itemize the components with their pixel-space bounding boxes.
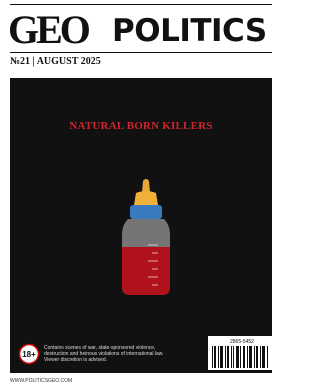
page: {"masthead": {"title_part1": "GEO", "tit… xyxy=(0,0,282,390)
barcode-number: 2865-5452 xyxy=(230,339,254,345)
website: WWW.POLITICSGEO.COM xyxy=(10,378,72,384)
content-warning: Contains scenes of war, state-sponsored … xyxy=(44,345,170,363)
headline: NATURAL BORN KILLERS xyxy=(10,120,272,132)
masthead-geo: GEO xyxy=(8,10,88,50)
teat-base xyxy=(134,191,158,205)
masthead-politics: POLITICS xyxy=(112,12,267,50)
baby-bottle xyxy=(100,175,190,305)
top-rule xyxy=(10,4,272,5)
barcode xyxy=(212,346,270,368)
issue-line: №21 | AUGUST 2025 xyxy=(10,56,101,67)
nipple xyxy=(142,179,150,193)
masthead-rule xyxy=(10,52,272,53)
cap-ring xyxy=(130,205,162,219)
blood-fill xyxy=(122,247,170,295)
age-badge: 18+ xyxy=(18,343,40,365)
age-rating: 18+ xyxy=(22,350,36,359)
